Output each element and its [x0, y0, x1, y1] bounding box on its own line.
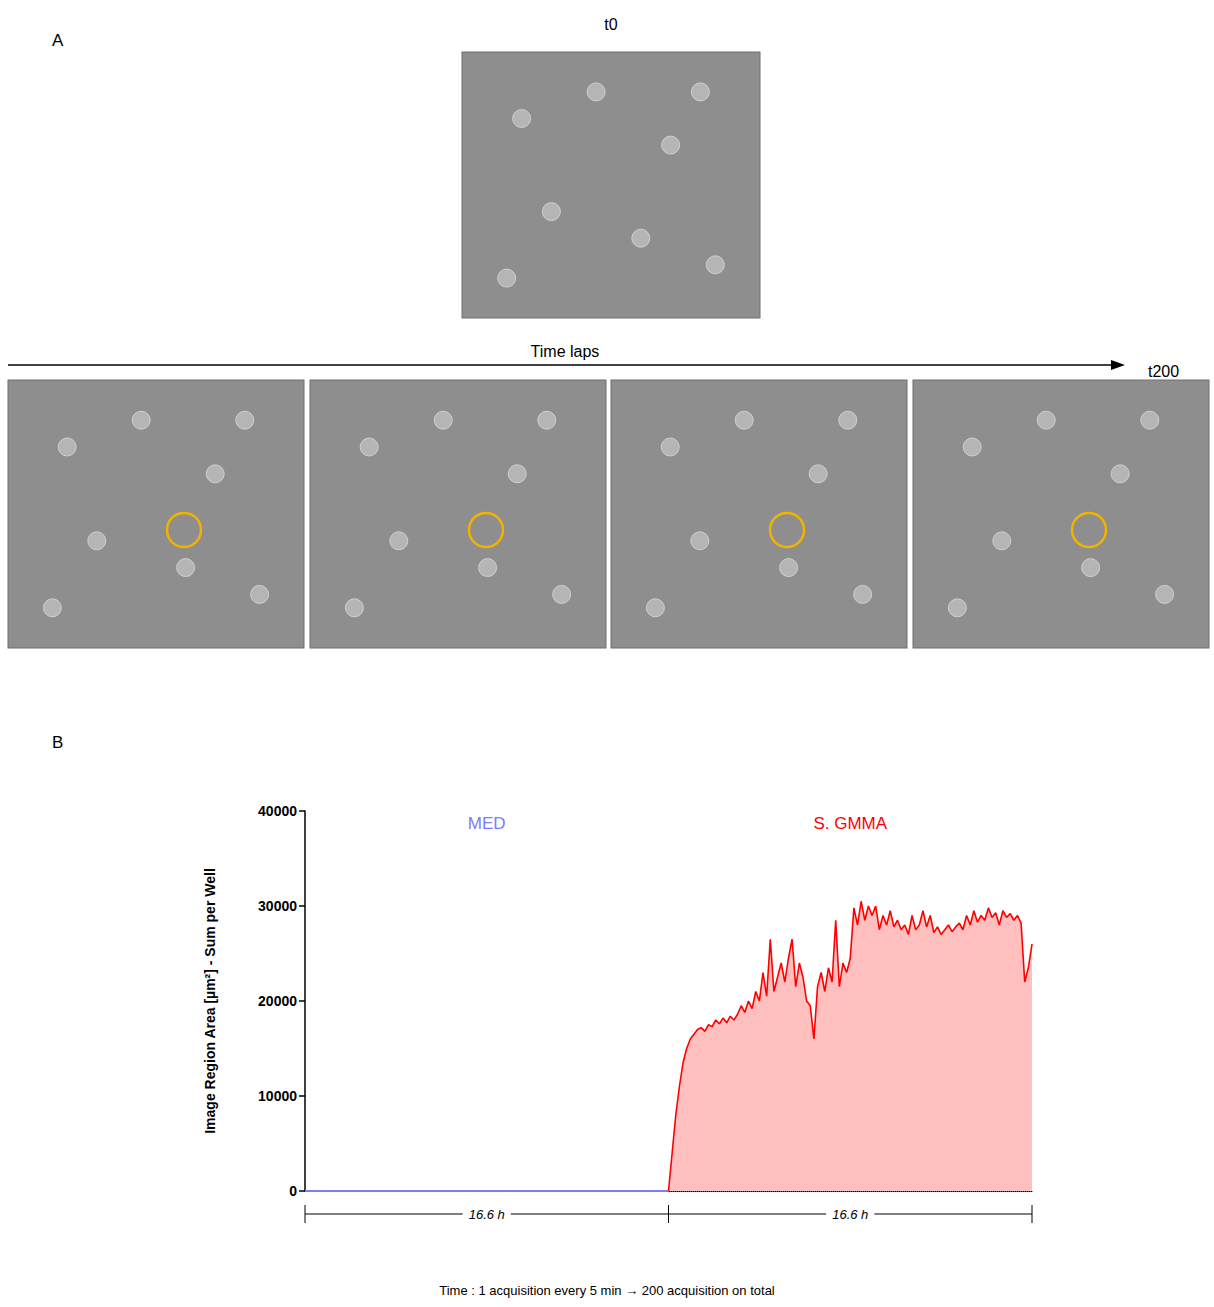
svg-text:20000: 20000: [258, 993, 297, 1009]
svg-text:16.6 h: 16.6 h: [832, 1207, 868, 1222]
svg-text:S. GMMA: S. GMMA: [813, 814, 887, 833]
svg-text:16.6 h: 16.6 h: [469, 1207, 505, 1222]
svg-text:Time laps: Time laps: [531, 343, 600, 360]
svg-text:0: 0: [289, 1183, 297, 1199]
svg-text:40000: 40000: [258, 803, 297, 819]
svg-text:t0: t0: [604, 16, 617, 33]
svg-text:10000: 10000: [258, 1088, 297, 1104]
svg-text:30000: 30000: [258, 898, 297, 914]
svg-text:MED: MED: [468, 814, 506, 833]
svg-text:Image Region Area [µm²] - Sum: Image Region Area [µm²] - Sum per Well: [202, 868, 218, 1134]
svg-text:B: B: [52, 733, 63, 752]
svg-text:A: A: [52, 31, 64, 50]
svg-text:Time : 1 acquisition every 5 m: Time : 1 acquisition every 5 min → 200 a…: [439, 1283, 775, 1298]
svg-text:t200: t200: [1148, 363, 1179, 380]
